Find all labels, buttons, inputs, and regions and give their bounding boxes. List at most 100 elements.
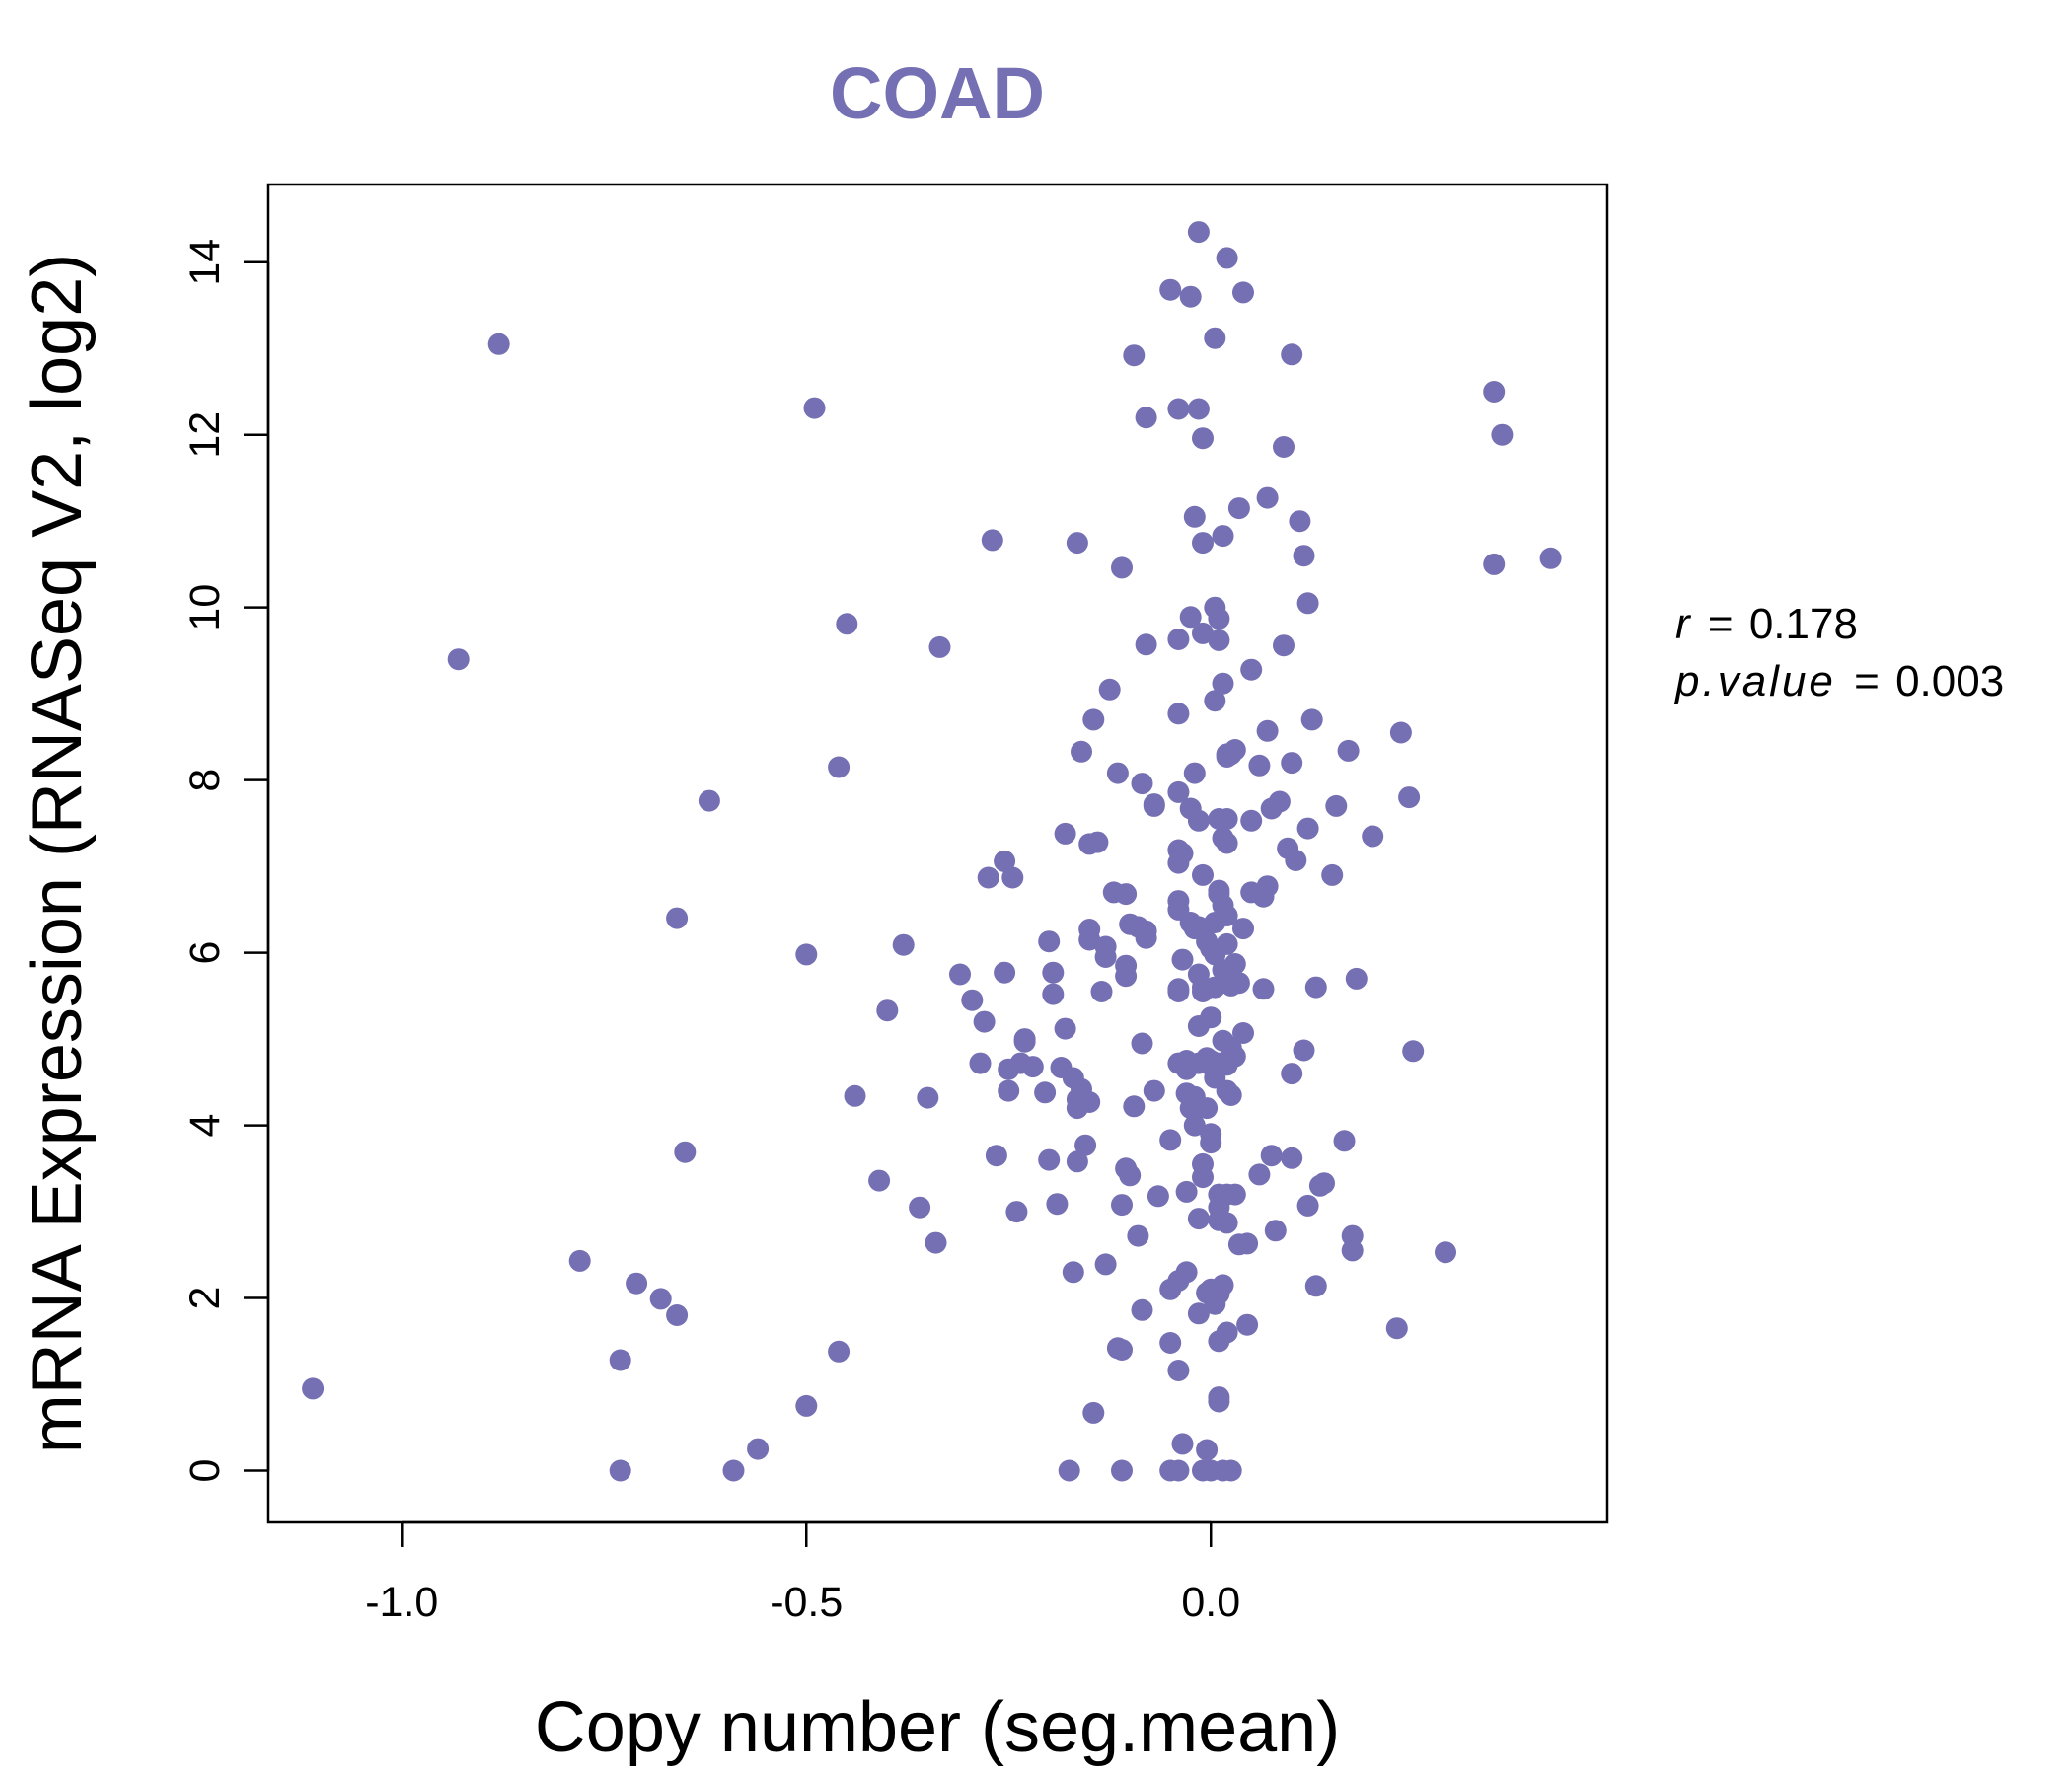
data-point [1216,247,1238,269]
data-point [1260,1145,1283,1167]
data-point [1171,1433,1194,1455]
correlation-r-annotation: r = 0.178 [1675,600,1858,648]
data-point [1256,875,1279,898]
data-point [1223,1183,1246,1206]
data-point [1042,961,1065,984]
data-point [1086,831,1109,853]
data-point [1204,690,1226,712]
data-point [487,333,510,355]
data-point [1111,1194,1133,1217]
data-point [1187,398,1210,420]
data-point [917,1086,939,1109]
y-tick-label: 4 [182,1114,229,1138]
y-tick-label: 0 [182,1459,229,1483]
data-point [1289,510,1311,533]
data-point [1192,532,1214,555]
data-point [844,1084,866,1107]
data-point [1187,1302,1210,1325]
data-point [928,635,951,658]
x-tick-label: -0.5 [770,1579,843,1626]
data-point [1281,1147,1303,1169]
data-point [1187,221,1210,244]
p-value-annotation: p.value = 0.003 [1673,657,2004,705]
data-point [1143,1079,1165,1102]
data-point [1248,1163,1271,1186]
y-axis: 0 2 4 6 8 10 12 14 [182,239,270,1483]
r-value: 0.178 [1749,600,1858,648]
data-point [1175,1261,1198,1284]
x-axis: -1.0 -0.5 0.0 [365,1520,1240,1626]
data-point [1111,1339,1133,1361]
data-point [1285,850,1307,871]
data-point [1256,719,1279,742]
data-point [1216,1321,1238,1344]
data-point [1491,423,1514,446]
data-point [1296,1194,1319,1217]
data-point [1223,739,1246,761]
data-point [1333,1130,1356,1152]
data-point [1304,976,1327,999]
data-point [722,1459,745,1482]
data-point [1196,1439,1219,1461]
data-point [1216,1212,1238,1234]
data-point [1062,1261,1084,1284]
p-label: p.value [1673,657,1836,705]
data-points [302,221,1562,1482]
data-point [795,943,818,966]
data-point [1236,1232,1259,1255]
data-point [1135,926,1157,949]
data-point [1143,794,1165,817]
data-point [1208,629,1230,651]
data-point [1208,1390,1230,1413]
data-point [1159,1129,1182,1151]
data-point [1135,407,1157,429]
data-point [1236,1313,1259,1336]
data-point [1192,863,1214,886]
plot-area-border [266,183,1609,1524]
x-tick-label: -1.0 [365,1579,438,1626]
y-tick-label: 12 [182,411,229,459]
data-point [994,850,1016,872]
x-tick-label: 0.0 [1181,1579,1240,1626]
y-axis-title: mRNA Expression (RNASeq V2, log2) [18,254,97,1453]
data-point [1216,905,1238,926]
data-point [609,1459,631,1482]
data-point [1273,634,1295,657]
data-point [1183,762,1206,784]
data-point [1001,866,1024,889]
y-tick-label: 2 [182,1287,229,1310]
data-point [1179,285,1202,308]
data-point [1071,740,1092,763]
data-point [868,1169,891,1192]
data-point [1167,780,1190,803]
data-point [1232,918,1254,940]
chart-title: COAD [830,52,1045,134]
data-point [892,933,915,956]
data-point [1483,381,1506,403]
data-point [981,529,1003,552]
data-point [1167,1360,1190,1381]
data-point [1204,327,1226,349]
y-tick-label: 8 [182,769,229,792]
data-point [1179,606,1202,629]
data-point [1171,843,1194,864]
data-point [1325,794,1348,817]
data-point [674,1141,697,1163]
data-point [973,1010,996,1033]
p-equals: = [1854,657,1880,705]
data-point [1232,281,1254,304]
data-point [836,613,858,635]
data-point [994,961,1016,984]
data-point [1341,1239,1364,1262]
data-point [1223,953,1246,975]
data-point [1220,1084,1242,1106]
data-point [1385,1317,1408,1340]
data-point [1046,1193,1069,1216]
data-point [1123,344,1146,367]
data-point [1115,883,1138,906]
data-point [828,756,851,778]
data-point [1362,825,1384,848]
data-point [1094,935,1117,958]
data-point [969,1052,992,1074]
